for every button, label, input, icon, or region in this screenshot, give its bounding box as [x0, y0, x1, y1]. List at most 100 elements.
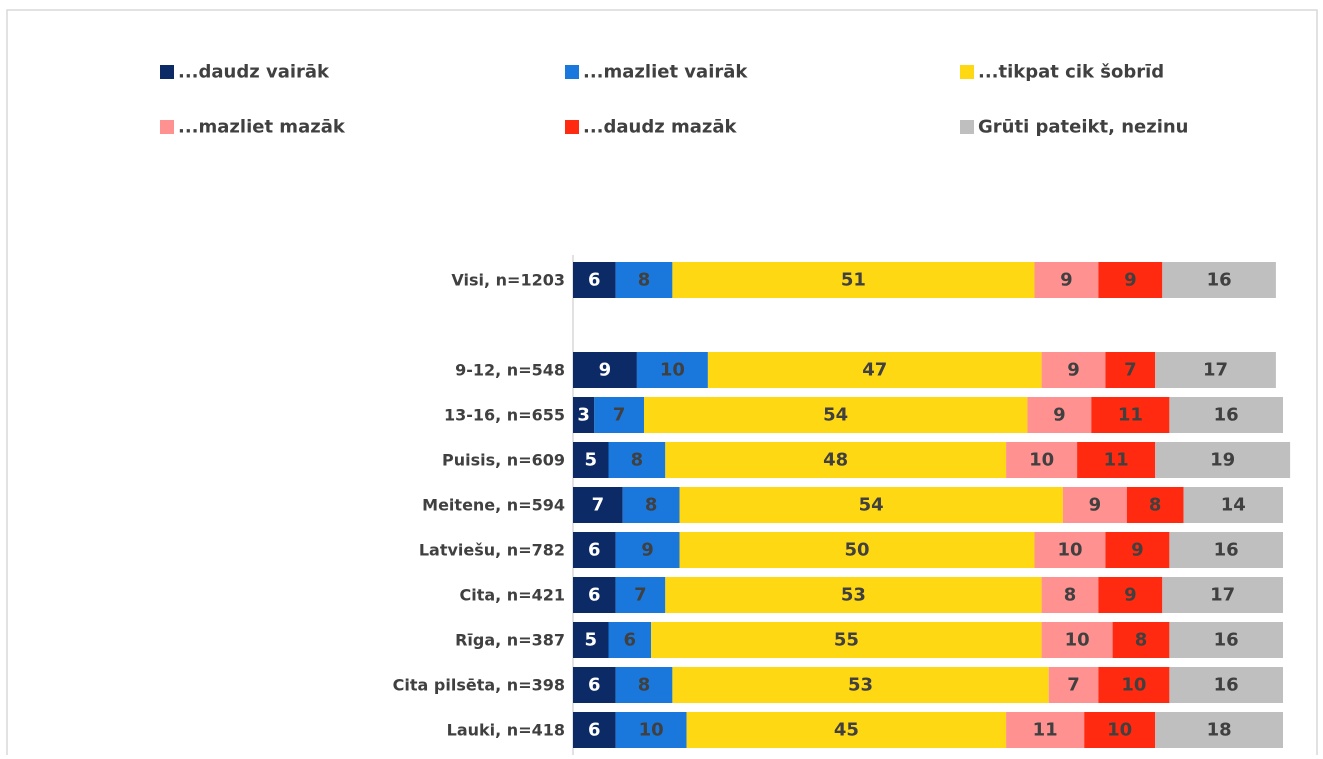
bar-segment: [1162, 262, 1276, 298]
value-label: 7: [1067, 675, 1080, 696]
bar-segment: [665, 442, 1007, 478]
value-label: 10: [1065, 630, 1090, 651]
bar-segment: [651, 622, 1042, 658]
value-label: 53: [848, 675, 873, 696]
bar-segment: [1041, 577, 1099, 613]
bar-segment: [573, 442, 609, 478]
value-label: 53: [841, 585, 866, 606]
bar-segment: [1183, 487, 1283, 523]
bar-segment: [679, 487, 1063, 523]
bar-segment: [665, 577, 1042, 613]
bar-segment: [573, 712, 616, 748]
bar-segment: [707, 352, 1042, 388]
legend-label: ...daudz mazāk: [583, 117, 738, 138]
value-label: 9: [1053, 405, 1066, 426]
bar-segment: [615, 532, 680, 568]
bar-segment: [1041, 622, 1113, 658]
bar-segment: [615, 712, 687, 748]
value-label: 55: [834, 630, 859, 651]
bar-segment: [594, 397, 644, 433]
value-label: 3: [577, 405, 590, 426]
bar-segment: [615, 262, 673, 298]
bar-segment: [1112, 622, 1170, 658]
value-label: 8: [638, 270, 651, 291]
value-label: 9: [599, 360, 612, 381]
value-label: 7: [1124, 360, 1137, 381]
bar-segment: [573, 622, 609, 658]
value-label: 9: [641, 540, 654, 561]
value-label: 11: [1033, 720, 1058, 741]
category-label: Latviešu, n=782: [419, 541, 565, 560]
value-label: 6: [624, 630, 637, 651]
value-label: 18: [1207, 720, 1232, 741]
category-label: Rīga, n=387: [455, 631, 565, 650]
bar-segment: [672, 667, 1049, 703]
bar-segment: [1105, 352, 1156, 388]
value-label: 8: [1064, 585, 1077, 606]
value-label: 8: [645, 495, 658, 516]
bar-segment: [1098, 577, 1163, 613]
value-label: 14: [1221, 495, 1246, 516]
bar-segment: [1169, 622, 1283, 658]
category-label: Visi, n=1203: [451, 271, 565, 290]
bar-segment: [636, 352, 708, 388]
bar-segment: [1162, 577, 1283, 613]
bar-segment: [1105, 532, 1170, 568]
bar-segment: [573, 262, 616, 298]
legend-swatch: [565, 120, 579, 134]
value-label: 6: [588, 675, 601, 696]
legend-label: ...mazliet vairāk: [583, 62, 748, 83]
bar-segment: [608, 442, 666, 478]
category-label: Puisis, n=609: [442, 451, 565, 470]
value-label: 54: [823, 405, 848, 426]
bar-segment: [615, 577, 666, 613]
bar-segment: [1062, 487, 1127, 523]
bar-segment: [1155, 712, 1283, 748]
value-label: 7: [592, 495, 605, 516]
bar-segment: [1169, 397, 1283, 433]
value-label: 16: [1207, 270, 1232, 291]
value-label: 7: [634, 585, 647, 606]
category-label: Lauki, n=418: [447, 721, 565, 740]
bar-segment: [1027, 397, 1092, 433]
legend-swatch: [565, 65, 579, 79]
bar-segment: [573, 352, 637, 388]
value-label: 16: [1214, 405, 1239, 426]
value-label: 16: [1214, 540, 1239, 561]
bar-segment: [1155, 352, 1276, 388]
value-label: 10: [1029, 450, 1054, 471]
value-label: 16: [1214, 630, 1239, 651]
bar-segment: [672, 262, 1035, 298]
bar-segment: [1084, 712, 1156, 748]
bar-segment: [1034, 532, 1106, 568]
value-label: 10: [1057, 540, 1082, 561]
value-label: 6: [588, 720, 601, 741]
value-label: 9: [1067, 360, 1080, 381]
value-label: 10: [1121, 675, 1146, 696]
value-label: 48: [823, 450, 848, 471]
category-label: Cita, n=421: [459, 586, 565, 605]
bar-segment: [573, 667, 616, 703]
bar-segment: [1169, 667, 1283, 703]
category-label: Cita pilsēta, n=398: [393, 676, 565, 695]
value-label: 6: [588, 585, 601, 606]
category-label: 9-12, n=548: [455, 361, 565, 380]
bar-segment: [615, 667, 673, 703]
bar-segment: [573, 397, 595, 433]
bar-segment: [1077, 442, 1156, 478]
bar-segment: [679, 532, 1035, 568]
value-label: 5: [584, 450, 597, 471]
value-label: 10: [1107, 720, 1132, 741]
value-label: 9: [1131, 540, 1144, 561]
bar-segment: [1098, 262, 1163, 298]
bar-segment: [1006, 712, 1085, 748]
value-label: 17: [1210, 585, 1235, 606]
chart-border: [6, 9, 1318, 759]
category-label: Meitene, n=594: [422, 496, 565, 515]
bar-segment: [1155, 442, 1291, 478]
legend-swatch: [160, 120, 174, 134]
legend-label: ...mazliet mazāk: [178, 117, 346, 138]
bar-segment: [686, 712, 1007, 748]
legend-label: ...tikpat cik šobrīd: [978, 62, 1164, 83]
